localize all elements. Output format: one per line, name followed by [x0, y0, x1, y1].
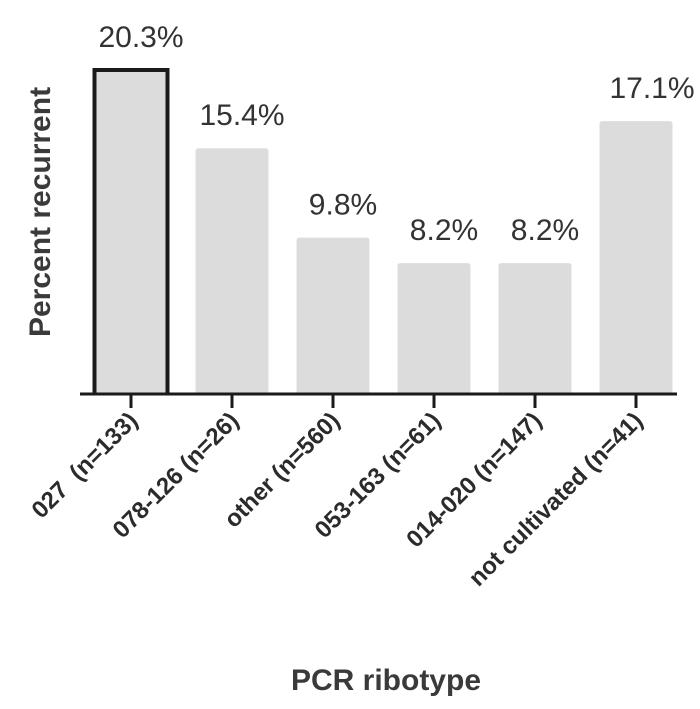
value-label-5: 17.1%: [609, 72, 694, 105]
bar-0: [92, 68, 170, 394]
value-label-3: 8.2%: [410, 214, 478, 247]
value-labels-layer: 20.3% 15.4% 9.8% 8.2% 8.2% 17.1%: [98, 21, 694, 247]
y-axis-title: Percent recurrent: [24, 87, 57, 337]
bar-3: [397, 263, 471, 394]
bar-1: [195, 148, 269, 394]
bars-layer: [92, 68, 673, 395]
value-label-0: 20.3%: [98, 21, 183, 54]
x-ticks-layer: [129, 394, 638, 408]
bar-5: [599, 121, 673, 395]
bar-2: [296, 237, 370, 394]
x-tick-labels-layer: 027 (n=133)078-126 (n=26)other (n=560)05…: [27, 407, 649, 592]
x-axis-title: PCR ribotype: [291, 664, 481, 697]
value-label-2: 9.8%: [309, 189, 377, 222]
value-label-1: 15.4%: [199, 99, 284, 132]
x-tick-label-5: not cultivated (n=41): [464, 407, 649, 592]
bar-4: [498, 263, 572, 394]
value-label-4: 8.2%: [511, 214, 579, 247]
